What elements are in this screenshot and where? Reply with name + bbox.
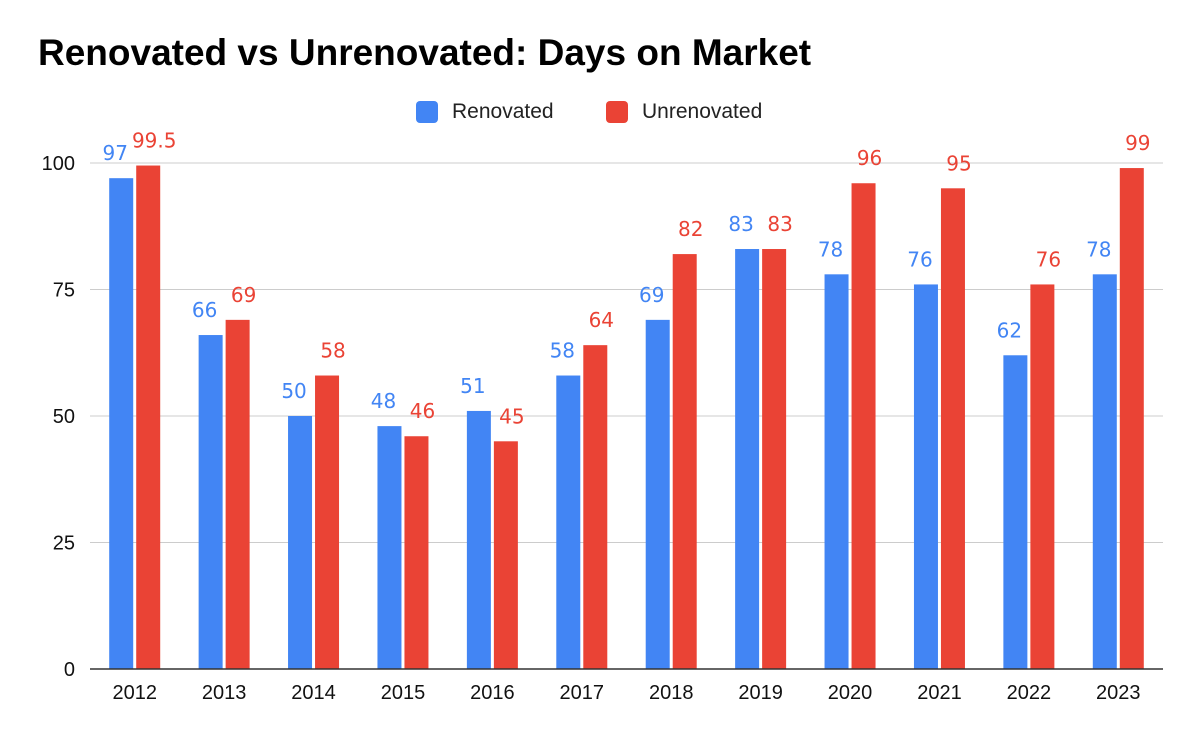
y-tick-label: 25 (53, 533, 75, 555)
legend-swatch-unrenovated (606, 101, 628, 123)
data-label-renovated: 51 (460, 374, 485, 398)
data-label-renovated: 78 (1086, 237, 1111, 261)
bar-unrenovated-2018 (672, 254, 697, 669)
x-tick-label: 2017 (560, 682, 605, 704)
x-tick-label: 2013 (202, 682, 247, 704)
bar-renovated-2016 (466, 410, 491, 669)
data-label-renovated: 48 (371, 389, 396, 413)
legend-item-unrenovated: Unrenovated (606, 100, 762, 124)
data-label-unrenovated: 69 (231, 283, 256, 307)
x-tick-label: 2020 (828, 682, 873, 704)
y-tick-label: 50 (53, 406, 75, 428)
data-label-unrenovated: 46 (410, 399, 435, 423)
legend: Renovated Unrenovated (0, 98, 1200, 128)
bar-unrenovated-2017 (583, 345, 608, 669)
data-label-renovated: 83 (728, 212, 753, 236)
bar-unrenovated-2023 (1119, 168, 1144, 669)
data-label-unrenovated: 76 (1036, 247, 1061, 271)
data-label-unrenovated: 83 (767, 212, 792, 236)
y-tick-label: 0 (64, 659, 75, 681)
bar-renovated-2012 (109, 178, 134, 669)
bar-renovated-2017 (556, 375, 581, 669)
data-label-unrenovated: 45 (499, 404, 524, 428)
data-label-unrenovated: 96 (857, 146, 882, 170)
x-tick-label: 2019 (738, 682, 783, 704)
data-label-renovated: 50 (281, 379, 306, 403)
bar-unrenovated-2020 (851, 183, 876, 670)
bar-renovated-2015 (377, 426, 402, 669)
y-tick-label: 100 (42, 153, 75, 175)
bar-renovated-2022 (1003, 355, 1028, 669)
data-label-unrenovated: 95 (946, 151, 971, 175)
x-tick-label: 2021 (917, 682, 962, 704)
legend-swatch-renovated (416, 101, 438, 123)
bar-unrenovated-2015 (404, 436, 429, 669)
bar-renovated-2019 (735, 249, 760, 669)
x-tick-label: 2014 (291, 682, 336, 704)
legend-label-renovated: Renovated (452, 100, 554, 123)
bar-renovated-2018 (645, 319, 670, 669)
data-label-renovated: 66 (192, 298, 217, 322)
bar-unrenovated-2014 (315, 375, 340, 669)
data-label-unrenovated: 99.5 (132, 129, 177, 153)
data-label-unrenovated: 58 (320, 339, 345, 363)
chart-title: Renovated vs Unrenovated: Days on Market (38, 32, 812, 73)
data-label-unrenovated: 99 (1125, 131, 1150, 155)
x-tick-label: 2016 (470, 682, 515, 704)
x-tick-label: 2015 (381, 682, 426, 704)
data-label-renovated: 97 (102, 141, 127, 165)
bar-unrenovated-2016 (493, 441, 518, 669)
data-label-renovated: 62 (997, 318, 1022, 342)
bar-renovated-2014 (288, 416, 313, 669)
data-label-renovated: 76 (907, 247, 932, 271)
x-tick-label: 2022 (1007, 682, 1052, 704)
x-tick-label: 2018 (649, 682, 694, 704)
bar-unrenovated-2013 (225, 319, 250, 669)
x-tick-label: 2023 (1096, 682, 1141, 704)
bar-renovated-2023 (1092, 274, 1117, 669)
bar-renovated-2021 (913, 284, 938, 669)
bar-renovated-2013 (198, 335, 223, 669)
bar-renovated-2020 (824, 274, 849, 669)
bar-unrenovated-2022 (1030, 284, 1055, 669)
bar-unrenovated-2012 (136, 165, 161, 669)
data-label-unrenovated: 82 (678, 217, 703, 241)
data-label-unrenovated: 64 (589, 308, 614, 332)
data-label-renovated: 58 (550, 339, 575, 363)
data-label-renovated: 78 (818, 237, 843, 261)
legend-item-renovated: Renovated (416, 100, 554, 124)
legend-label-unrenovated: Unrenovated (642, 100, 763, 123)
y-tick-label: 75 (53, 280, 75, 302)
bar-unrenovated-2021 (940, 188, 965, 670)
data-label-renovated: 69 (639, 283, 664, 307)
bar-unrenovated-2019 (762, 249, 787, 669)
x-tick-label: 2012 (112, 682, 157, 704)
